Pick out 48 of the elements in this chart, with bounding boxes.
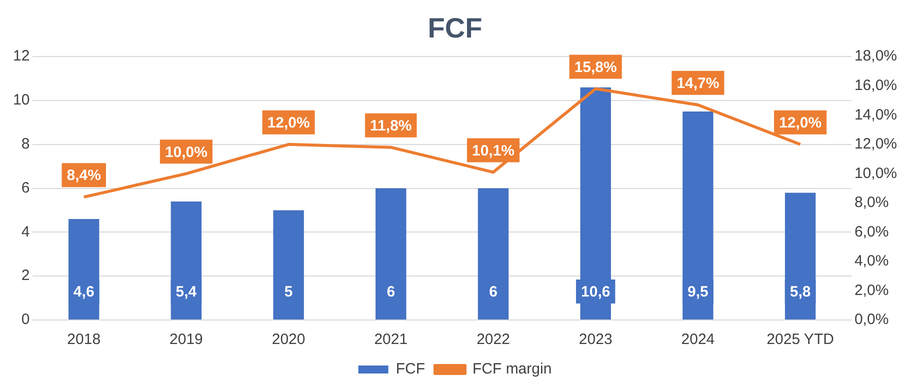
y2-tick-label: 10,0% (854, 164, 898, 182)
data-label: 5,4 (176, 284, 198, 301)
y-tick-label: 8 (21, 136, 30, 153)
data-label: 10,6 (580, 284, 610, 301)
data-label: 4,6 (73, 284, 94, 301)
data-label: 9,5 (688, 284, 708, 301)
data-label: 6 (489, 284, 498, 301)
x-tick-label: 2018 (67, 331, 101, 348)
data-label: 5 (284, 284, 293, 301)
y2-tick-label: 16,0% (854, 77, 898, 94)
data-label: 10,1% (472, 142, 515, 160)
y-tick-label: 0 (21, 311, 30, 328)
y-tick-label: 2 (21, 267, 30, 284)
y2-tick-label: 18,0% (854, 48, 898, 65)
legend-label: FCF margin (472, 360, 552, 378)
x-tick-label: 2019 (170, 331, 203, 348)
data-label: 6 (386, 284, 396, 301)
y2-tick-label: 14,0% (854, 106, 898, 124)
y-tick-label: 12 (12, 48, 30, 65)
data-label: 5,8 (790, 284, 811, 301)
y2-tick-label: 4,0% (854, 252, 889, 270)
x-tick-label: 2023 (578, 331, 612, 348)
data-label: 12,0% (779, 114, 822, 132)
data-label: 11,8% (370, 117, 412, 134)
y2-tick-label: 8,0% (854, 194, 889, 212)
x-tick-label: 2022 (476, 331, 510, 348)
bar (376, 188, 406, 320)
y2-tick-label: 2,0% (854, 282, 889, 299)
data-label: 15,8% (574, 58, 617, 76)
data-label: 8,4% (66, 167, 101, 184)
bar (273, 210, 304, 320)
x-tick-label: 2025 YTD (766, 331, 834, 348)
data-label: 14,7% (676, 75, 720, 92)
y2-tick-label: 0,0% (854, 311, 889, 328)
data-label: 12,0% (267, 114, 310, 132)
y-tick-label: 6 (21, 179, 30, 196)
chart-title: FCF (428, 12, 482, 44)
y2-tick-label: 12,0% (854, 136, 898, 153)
data-label: 10,0% (164, 144, 208, 161)
x-tick-label: 2024 (681, 331, 715, 348)
x-tick-label: 2021 (374, 331, 408, 348)
bar (682, 111, 714, 320)
legend-label: FCF (396, 360, 426, 378)
y-tick-label: 10 (12, 92, 30, 109)
y2-tick-label: 6,0% (854, 223, 889, 240)
y-tick-label: 4 (21, 223, 30, 240)
bar (478, 188, 509, 320)
x-tick-label: 2020 (272, 331, 306, 348)
